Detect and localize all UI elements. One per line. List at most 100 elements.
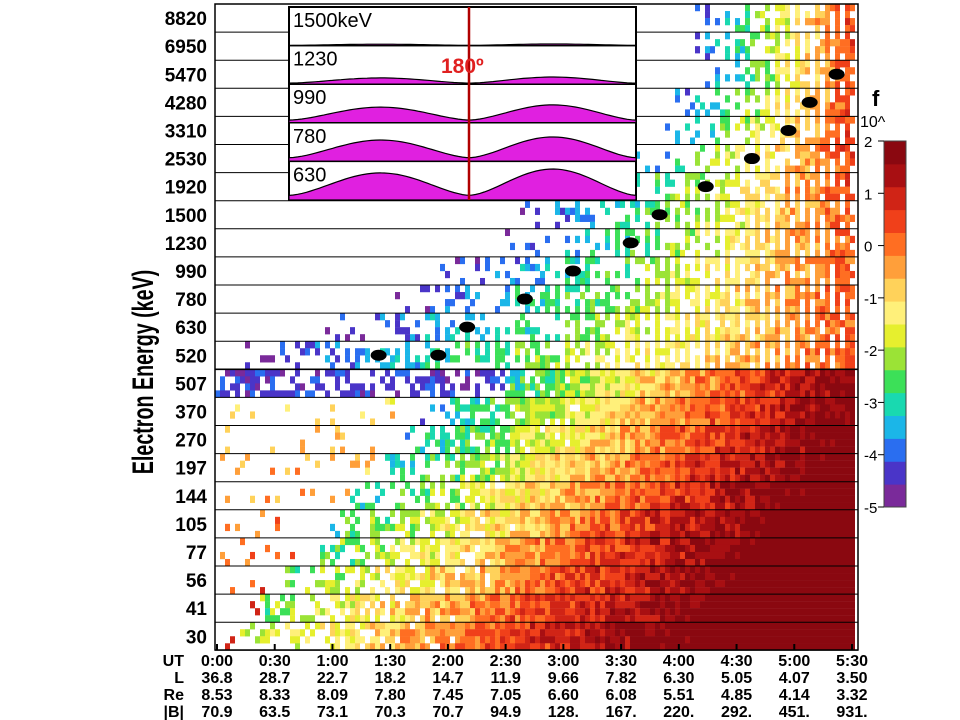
heatmap-cell (840, 242, 845, 251)
heatmap-cell (800, 151, 805, 159)
heatmap-cell (625, 390, 630, 398)
heatmap-cell (795, 587, 800, 595)
heatmap-cell (770, 292, 775, 300)
heatmap-cell (670, 362, 675, 370)
heatmap-cell (705, 453, 710, 461)
heatmap-cell (740, 516, 745, 525)
heatmap-cell (775, 53, 780, 61)
heatmap-cell (610, 460, 615, 468)
heatmap-cell (715, 474, 720, 482)
heatmap-cell (535, 397, 540, 405)
heatmap-cell (775, 172, 780, 180)
heatmap-cell (565, 446, 570, 454)
heatmap-cell (390, 544, 395, 553)
heatmap-cell (300, 629, 305, 637)
heatmap-cell (795, 109, 800, 117)
heatmap-cell (690, 383, 695, 391)
heatmap-cell (545, 404, 550, 412)
heatmap-cell (640, 411, 645, 419)
heatmap-cell (755, 615, 760, 623)
heatmap-cell (835, 306, 840, 314)
heatmap-cell (775, 530, 780, 539)
heatmap-cell (430, 636, 435, 644)
heatmap-cell (425, 594, 430, 602)
heatmap-cell (765, 348, 770, 356)
heatmap-cell (525, 537, 530, 546)
heatmap-cell (680, 573, 685, 581)
heatmap-cell (590, 580, 595, 588)
heatmap-cell (445, 566, 450, 574)
heatmap-cell (685, 320, 690, 328)
heatmap-cell (565, 594, 570, 602)
heatmap-cell (790, 432, 795, 440)
heatmap-cell (775, 327, 780, 335)
heatmap-cell (555, 516, 560, 525)
heatmap-cell (625, 474, 630, 482)
heatmap-cell (735, 88, 740, 96)
heatmap-cell (705, 376, 710, 384)
heatmap-cell (665, 256, 670, 265)
heatmap-cell (500, 629, 505, 637)
heatmap-cell (390, 573, 395, 581)
heatmap-cell (645, 390, 650, 398)
heatmap-cell (465, 537, 470, 546)
heatmap-cell (810, 369, 815, 377)
heatmap-cell (460, 509, 465, 518)
heatmap-cell (840, 601, 845, 609)
heatmap-cell (405, 622, 410, 630)
heatmap-cell (500, 537, 505, 546)
heatmap-cell (695, 46, 700, 54)
heatmap-cell (740, 453, 745, 461)
heatmap-cell (585, 334, 590, 342)
heatmap-cell (530, 263, 535, 272)
heatmap-cell (445, 594, 450, 602)
heatmap-cell (765, 327, 770, 335)
heatmap-cell (570, 474, 575, 482)
heatmap-cell (735, 587, 740, 595)
heatmap-cell (425, 516, 430, 525)
heatmap-cell (625, 432, 630, 440)
heatmap-cell (545, 566, 550, 574)
heatmap-cell (670, 411, 675, 419)
heatmap-cell (550, 418, 555, 426)
heatmap-cell (280, 608, 285, 616)
heatmap-cell (825, 495, 830, 503)
heatmap-cell (610, 580, 615, 588)
heatmap-cell (330, 587, 335, 595)
heatmap-cell (520, 516, 525, 525)
heatmap-cell (680, 362, 685, 370)
heatmap-cell (600, 432, 605, 440)
heatmap-cell (355, 362, 360, 370)
heatmap-cell (475, 383, 480, 391)
heatmap-cell (640, 446, 645, 454)
heatmap-cell (625, 566, 630, 574)
heatmap-cell (765, 573, 770, 581)
heatmap-cell (705, 355, 710, 363)
heatmap-cell (540, 432, 545, 440)
heatmap-cell (430, 558, 435, 567)
heatmap-cell (695, 439, 700, 447)
heatmap-cell (825, 341, 830, 349)
heatmap-cell (775, 334, 780, 342)
heatmap-cell (615, 481, 620, 489)
heatmap-cell (335, 369, 340, 377)
heatmap-cell (815, 348, 820, 356)
heatmap-cell (735, 418, 740, 426)
heatmap-cell (695, 530, 700, 539)
heatmap-cell (440, 615, 445, 623)
heatmap-cell (645, 425, 650, 433)
heatmap-cell (845, 172, 850, 180)
heatmap-cell (790, 404, 795, 412)
heatmap-cell (745, 67, 750, 75)
heatmap-cell (835, 32, 840, 40)
heatmap-cell (475, 390, 480, 398)
heatmap-cell (645, 544, 650, 553)
heatmap-cell (560, 537, 565, 546)
heatmap-cell (610, 439, 615, 447)
heatmap-cell (755, 67, 760, 75)
heatmap-cell (595, 460, 600, 468)
heatmap-cell (790, 390, 795, 398)
heatmap-cell (605, 207, 610, 215)
heatmap-cell (445, 334, 450, 342)
heatmap-cell (410, 383, 415, 391)
